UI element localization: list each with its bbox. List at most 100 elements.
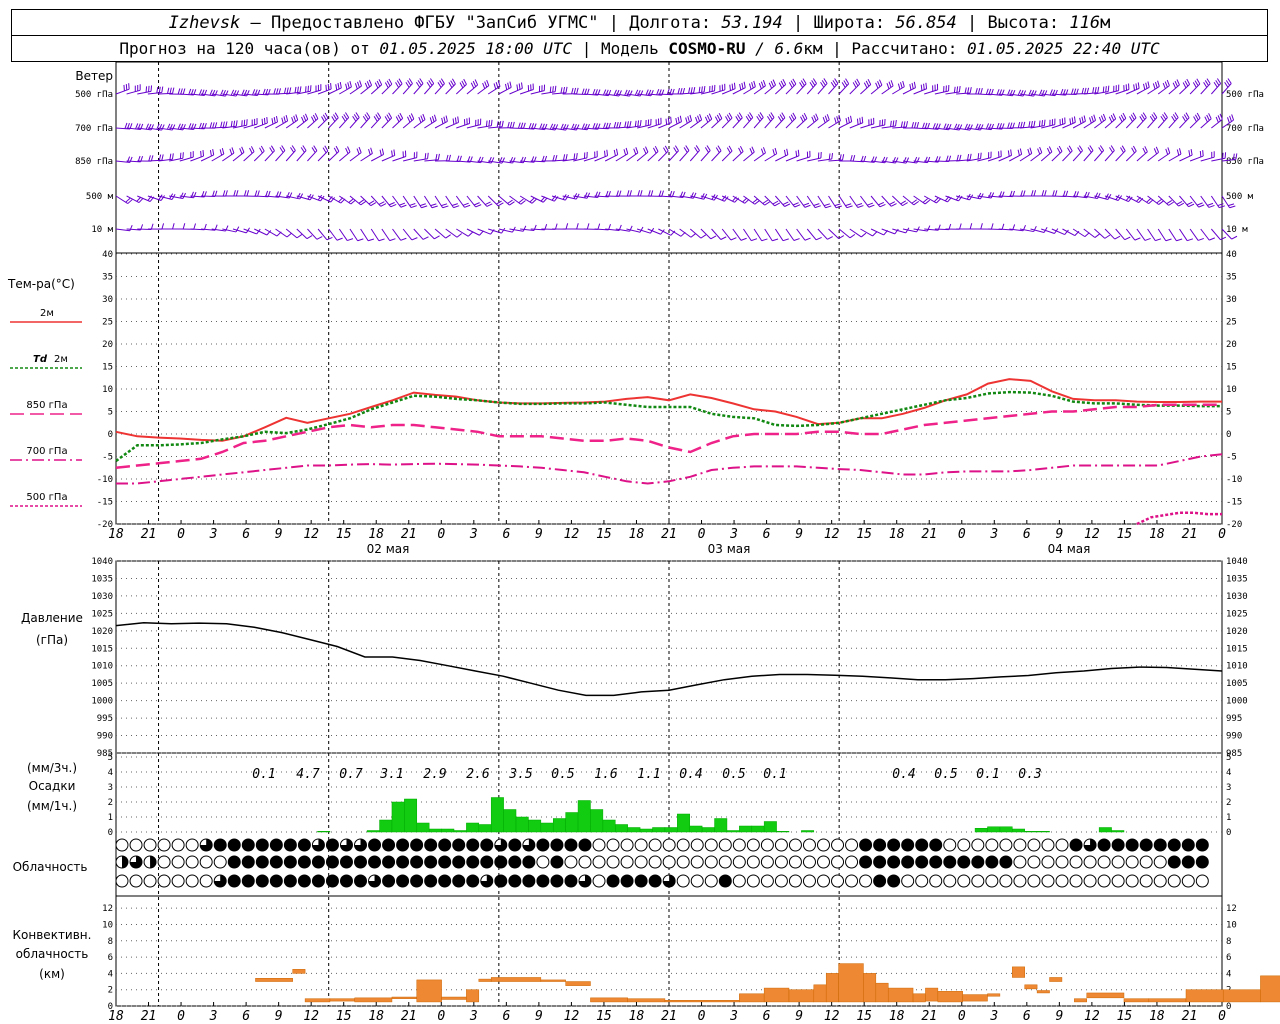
wind-barb-feather bbox=[1215, 116, 1219, 123]
x-tick-label: 9 bbox=[1055, 527, 1063, 542]
wind-barb-feather bbox=[496, 121, 499, 128]
wind-barb-feather bbox=[618, 90, 622, 97]
cloud-symbol bbox=[999, 874, 1013, 888]
wind-barb bbox=[870, 228, 884, 236]
wind-barb-feather bbox=[803, 112, 808, 119]
cloud-fill bbox=[1084, 838, 1097, 851]
wind-barb-feather bbox=[408, 114, 413, 121]
wind-barb-feather bbox=[996, 89, 1000, 96]
wind-barb-feather bbox=[815, 236, 822, 241]
x-tick-label: 12 bbox=[564, 1009, 580, 1024]
wind-barb-feather bbox=[794, 204, 801, 208]
wind-barb-feather bbox=[1044, 190, 1047, 197]
wind-barb-feather bbox=[169, 87, 172, 94]
cloud-fill bbox=[368, 875, 381, 887]
wind-barb-feather bbox=[1017, 149, 1020, 156]
cloud-symbol bbox=[171, 838, 185, 852]
wind-barb-feather bbox=[1110, 114, 1115, 121]
y-tick-label-left: 1 bbox=[108, 813, 113, 823]
cloud-symbol bbox=[129, 874, 143, 888]
precip-bar bbox=[453, 830, 467, 833]
cloud-symbol bbox=[382, 838, 396, 852]
wind-barb-feather bbox=[1176, 238, 1183, 242]
wind-barb-feather bbox=[634, 120, 637, 127]
wind-barb-feather bbox=[762, 80, 766, 87]
x-tick-label: 12 bbox=[1084, 527, 1100, 542]
wind-barb-feather bbox=[220, 121, 223, 128]
wind-barb bbox=[838, 228, 851, 239]
wind-barb-feather bbox=[1155, 146, 1160, 153]
cloud-symbol bbox=[1139, 855, 1153, 869]
wind-barb-feather bbox=[531, 198, 537, 204]
wind-barb-feather bbox=[754, 200, 760, 205]
wind-barb-feather bbox=[474, 79, 479, 86]
wind-barb-feather bbox=[943, 123, 947, 130]
wind-barb-feather bbox=[825, 205, 832, 209]
wind-barb bbox=[1094, 228, 1106, 239]
wind-barb-feather bbox=[499, 120, 502, 128]
wind-barb-feather bbox=[552, 155, 555, 162]
wind-barb-feather bbox=[426, 81, 431, 88]
x-tick-label: 21 bbox=[921, 527, 937, 542]
y-tick-label-left: 1020 bbox=[91, 627, 113, 637]
wind-barb-feather bbox=[863, 155, 867, 162]
wind-barb-feather bbox=[312, 114, 317, 121]
wind-barb-feather bbox=[759, 112, 764, 118]
wind-barb-feather bbox=[171, 124, 176, 131]
cloud-symbol bbox=[157, 874, 171, 888]
wind-barb-feather bbox=[161, 154, 164, 161]
precip-bar bbox=[714, 818, 728, 833]
wind-barb-feather bbox=[886, 82, 890, 89]
wind-barb-feather bbox=[836, 116, 839, 123]
x-tick-label: 0 bbox=[177, 527, 185, 542]
wind-barb-feather bbox=[879, 79, 883, 86]
precip-bar bbox=[1036, 831, 1050, 833]
wind-barb-feather bbox=[509, 201, 515, 206]
wind-barb-feather bbox=[440, 78, 445, 84]
wind-barb-feather bbox=[473, 202, 480, 206]
x-tick-label: 21 bbox=[921, 1009, 937, 1024]
y-tick-label-left: 2 bbox=[108, 986, 113, 996]
wind-barb-feather bbox=[875, 82, 879, 89]
cloud-symbol bbox=[704, 838, 718, 852]
y-tick-label-right: 10 bbox=[1226, 920, 1237, 930]
wind-barb bbox=[817, 228, 828, 240]
wind-barb-feather bbox=[353, 114, 358, 120]
cloud-symbol bbox=[985, 855, 999, 869]
wind-barb-feather bbox=[956, 123, 960, 130]
wind-barb-feather bbox=[421, 205, 428, 209]
wind-barb-feather bbox=[279, 147, 284, 153]
x-tick-label: 18 bbox=[108, 527, 124, 542]
wind-barb-feather bbox=[520, 200, 526, 205]
pressure-line bbox=[115, 622, 1223, 697]
cloud-symbol bbox=[339, 874, 353, 888]
wind-barb-feather bbox=[395, 82, 400, 88]
wind-barb-feather bbox=[827, 236, 833, 240]
cloud-fill bbox=[354, 839, 367, 852]
cloud-symbol bbox=[564, 838, 578, 852]
wind-barb-feather bbox=[295, 114, 299, 121]
precip-bar bbox=[615, 824, 628, 833]
x-tick-label: 18 bbox=[368, 1009, 384, 1024]
wind-barb-feather bbox=[895, 157, 899, 164]
wind-barb-feather bbox=[246, 190, 250, 197]
wind-barb-feather bbox=[1098, 147, 1103, 153]
wind-barb-feather bbox=[448, 154, 452, 161]
wind-barb-feather bbox=[398, 78, 403, 85]
wind-barb-feather bbox=[592, 88, 596, 95]
wind-barb-feather bbox=[333, 147, 338, 154]
cloud-symbol bbox=[185, 855, 199, 869]
cloud-fill bbox=[340, 839, 353, 852]
wind-barb-feather bbox=[911, 82, 914, 89]
wind-barb-feather bbox=[378, 79, 383, 85]
cloud-symbol bbox=[480, 838, 494, 852]
precip-bar bbox=[974, 828, 988, 833]
wind-barb-feather bbox=[1030, 120, 1033, 128]
wind-barb bbox=[349, 228, 359, 241]
wind-barb-feather bbox=[739, 83, 742, 91]
wind-barb-feather bbox=[690, 233, 696, 238]
wind-barb-feather bbox=[180, 192, 184, 199]
conv-bar bbox=[416, 979, 442, 1003]
precip-bar bbox=[627, 827, 641, 833]
conv-bar bbox=[466, 989, 480, 1003]
